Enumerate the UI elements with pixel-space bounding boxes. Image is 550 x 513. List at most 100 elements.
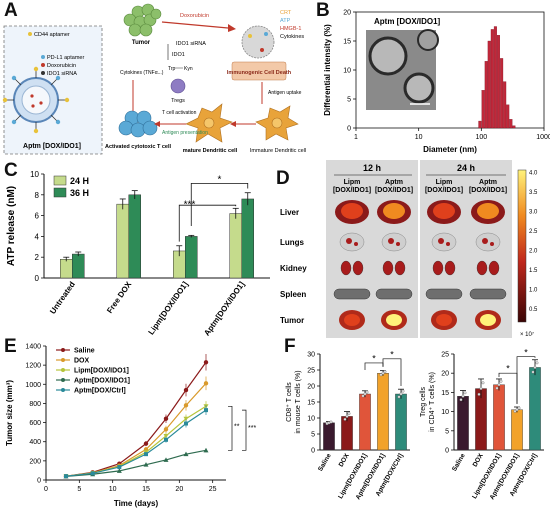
- data-dot: [513, 409, 517, 413]
- bar-b: [500, 58, 504, 129]
- bar-b: [506, 104, 510, 129]
- y-axis-label: Differential intensity (%): [323, 24, 332, 116]
- organ-image: [340, 260, 352, 276]
- legend-label: Lipm[DOX/IDO1]: [74, 368, 129, 375]
- y-axis-label: CD8⁺ T cells: [286, 382, 293, 422]
- panel-a-schematic: CD44 aptamer PD-L1 aptamer Doxorubicin I…: [2, 3, 306, 155]
- data-dot: [499, 379, 503, 383]
- panel-e-chart: 0 200 400 600 800 1000 1200 1400 0 5 10 15 20 25 Time …: [5, 344, 256, 509]
- organ-signal: [354, 242, 358, 246]
- organ-signal: [436, 314, 452, 326]
- y-tick-label: 1400: [25, 344, 41, 351]
- cd44-aptamer-icon: [28, 32, 32, 36]
- data-dot: [383, 370, 387, 374]
- data-point: [163, 433, 169, 439]
- group-label: [DOX/IDO1]: [425, 187, 463, 194]
- data-dot: [379, 373, 383, 377]
- colorbar-tick: 0.5: [529, 307, 538, 313]
- bar-f: [395, 393, 407, 451]
- y-tick-label: 4: [35, 232, 40, 241]
- t-cell-activation-label: T cell activation: [162, 110, 197, 116]
- bar-c: [128, 194, 141, 279]
- data-dot: [343, 417, 347, 421]
- data-point: [143, 441, 149, 446]
- category-label: Untreated: [48, 280, 77, 316]
- bar-b: [484, 61, 488, 129]
- immature-dc-label: Immature Dendritic cell: [250, 148, 306, 154]
- data-dot: [329, 420, 333, 424]
- bar-c: [60, 259, 73, 279]
- data-point: [203, 447, 209, 453]
- legend-sirna: IDO1 siRNA: [47, 71, 77, 77]
- organ-image: [394, 260, 406, 276]
- organ-signal: [396, 242, 400, 246]
- x-tick-label: 10: [415, 134, 423, 141]
- organ-signal: [388, 238, 394, 244]
- bar-f: [359, 393, 371, 451]
- timepoint-label: 12 h: [363, 163, 381, 173]
- bar-f: [323, 422, 335, 451]
- group-label: Lipm: [344, 179, 361, 186]
- group-label: Aptm: [385, 179, 403, 186]
- category-label: Saline: [451, 452, 467, 472]
- data-dot: [365, 390, 369, 394]
- sig-bracket: [382, 358, 402, 386]
- data-dot: [495, 386, 499, 390]
- trp-label: Trp: [168, 66, 176, 72]
- y-tick-label: 20: [307, 384, 315, 391]
- data-point: [163, 457, 169, 462]
- organ-image: [333, 288, 371, 300]
- category-label: Free DOX: [105, 279, 134, 315]
- y-tick-label: 25: [307, 368, 315, 375]
- organ-label: Kidney: [280, 264, 307, 273]
- y-tick-label: 200: [29, 458, 41, 465]
- y-tick-label: 0: [35, 274, 40, 283]
- legend-label: DOX: [74, 358, 90, 365]
- y-tick-label: 10: [343, 68, 351, 75]
- legend-dox: Doxorubicin: [47, 63, 76, 69]
- y-tick-label: 15: [441, 390, 449, 397]
- mature-dc-label: mature Dendritic cell: [183, 148, 238, 154]
- bar-b: [490, 29, 494, 129]
- bar-c: [241, 198, 254, 279]
- nanoparticle-label: Aptm [DOX/IDO1]: [23, 143, 81, 150]
- y-axis-label: in CD4⁺ T cells (%): [429, 372, 436, 432]
- organ-label: Liver: [280, 208, 299, 217]
- y-tick-label: 30: [307, 352, 315, 359]
- x-tick-label: 1000: [536, 134, 550, 141]
- organ-label: Spleen: [280, 290, 306, 299]
- x-tick-label: 10: [109, 486, 117, 493]
- bar-f: [457, 396, 469, 451]
- data-dot: [517, 406, 521, 410]
- y-tick-label: 800: [29, 401, 41, 408]
- bar-b: [496, 35, 500, 129]
- y-tick-label: 0: [37, 478, 41, 485]
- sig-bracket: [190, 182, 249, 226]
- doxorubicin-icon: [41, 63, 45, 67]
- legend-marker: [61, 348, 65, 352]
- data-dot: [531, 370, 535, 374]
- organ-image: [432, 260, 444, 276]
- data-point: [203, 360, 209, 365]
- legend-swatch: [53, 187, 67, 198]
- category-label: Lipm[DOX/IDO1]: [147, 280, 191, 336]
- treg-icon: [170, 78, 186, 94]
- bar-c: [116, 203, 129, 279]
- legend-label: 24 H: [70, 176, 89, 186]
- sig-label: *: [372, 354, 376, 364]
- data-dot: [533, 365, 537, 369]
- bar-b: [478, 120, 482, 129]
- y-tick-label: 10: [441, 409, 449, 416]
- legend-marker: [61, 368, 65, 372]
- y-tick-label: 1200: [25, 363, 41, 370]
- panel-c-chart: 0 2 4 6 8 10 ATP release (nM) Untreated Free DOX…: [6, 170, 270, 336]
- y-tick-label: 20: [343, 10, 351, 17]
- legend-marker: [61, 388, 65, 392]
- y-tick-label: 5: [311, 432, 315, 439]
- organ-signal: [346, 238, 352, 244]
- kyn-label: Kyn: [184, 66, 193, 72]
- colorbar-tick: 4.0: [529, 171, 538, 177]
- svg-text:Cytokines: Cytokines: [280, 34, 304, 40]
- colorbar-tick: 1.5: [529, 268, 538, 274]
- data-dot: [345, 414, 349, 418]
